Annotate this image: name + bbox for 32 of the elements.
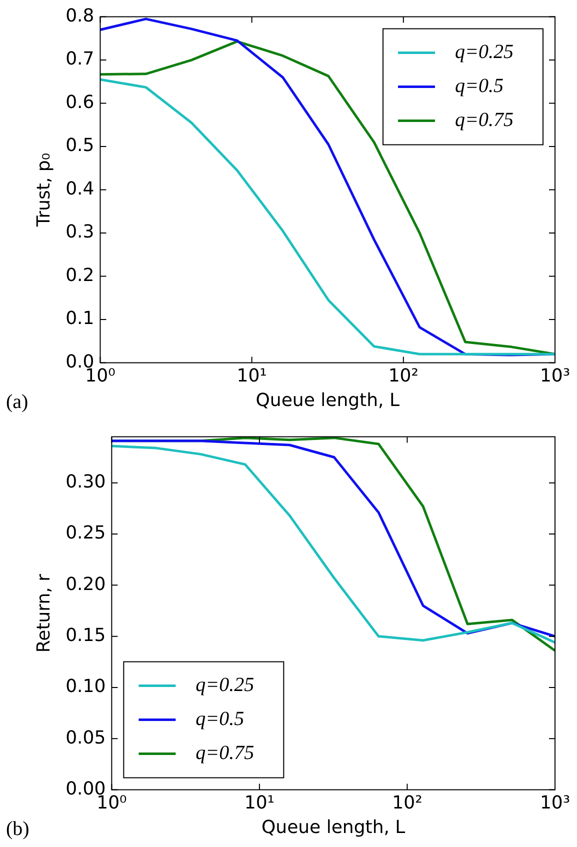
y-axis-title: Trust, p₀ xyxy=(33,152,54,228)
x-tick-label: 10¹ xyxy=(236,365,267,386)
y-tick-label: 0.5 xyxy=(66,135,94,156)
x-axis-title: Queue length, L xyxy=(256,390,400,411)
x-tick-label: 10³ xyxy=(540,365,570,386)
y-axis-title: Return, r xyxy=(33,573,54,653)
y-tick-label: 0.8 xyxy=(66,5,94,26)
legend-label: q=0.75 xyxy=(196,742,254,764)
x-axis-title: Queue length, L xyxy=(261,816,406,838)
x-tick-label: 10² xyxy=(392,792,422,814)
y-tick-label: 0.15 xyxy=(66,624,106,646)
legend-label: q=0.5 xyxy=(196,708,244,730)
y-tick-label: 0.20 xyxy=(66,574,106,595)
x-tick-label: 10¹ xyxy=(244,792,275,814)
x-tick-label: 10² xyxy=(388,365,418,386)
legend-label: q=0.25 xyxy=(455,41,514,64)
y-tick-label: 0.10 xyxy=(66,676,106,698)
y-tick-label: 0.30 xyxy=(66,472,106,493)
y-tick-label: 0.6 xyxy=(66,92,94,113)
legend-label: q=0.25 xyxy=(196,674,254,696)
y-tick-label: 0.2 xyxy=(66,264,94,286)
legend-label: q=0.75 xyxy=(455,109,514,132)
y-tick-label: 0.25 xyxy=(66,522,106,544)
y-tick-label: 0.05 xyxy=(66,727,106,748)
text: (a) xyxy=(6,391,28,414)
text: (b) xyxy=(6,818,30,840)
y-tick-label: 0.7 xyxy=(66,48,94,70)
legend-label: q=0.5 xyxy=(455,75,504,98)
y-tick-label: 0.3 xyxy=(66,222,94,243)
x-tick-label: 10³ xyxy=(540,792,570,814)
y-tick-label: 0.4 xyxy=(66,178,94,200)
y-tick-label: 0.1 xyxy=(66,308,94,330)
